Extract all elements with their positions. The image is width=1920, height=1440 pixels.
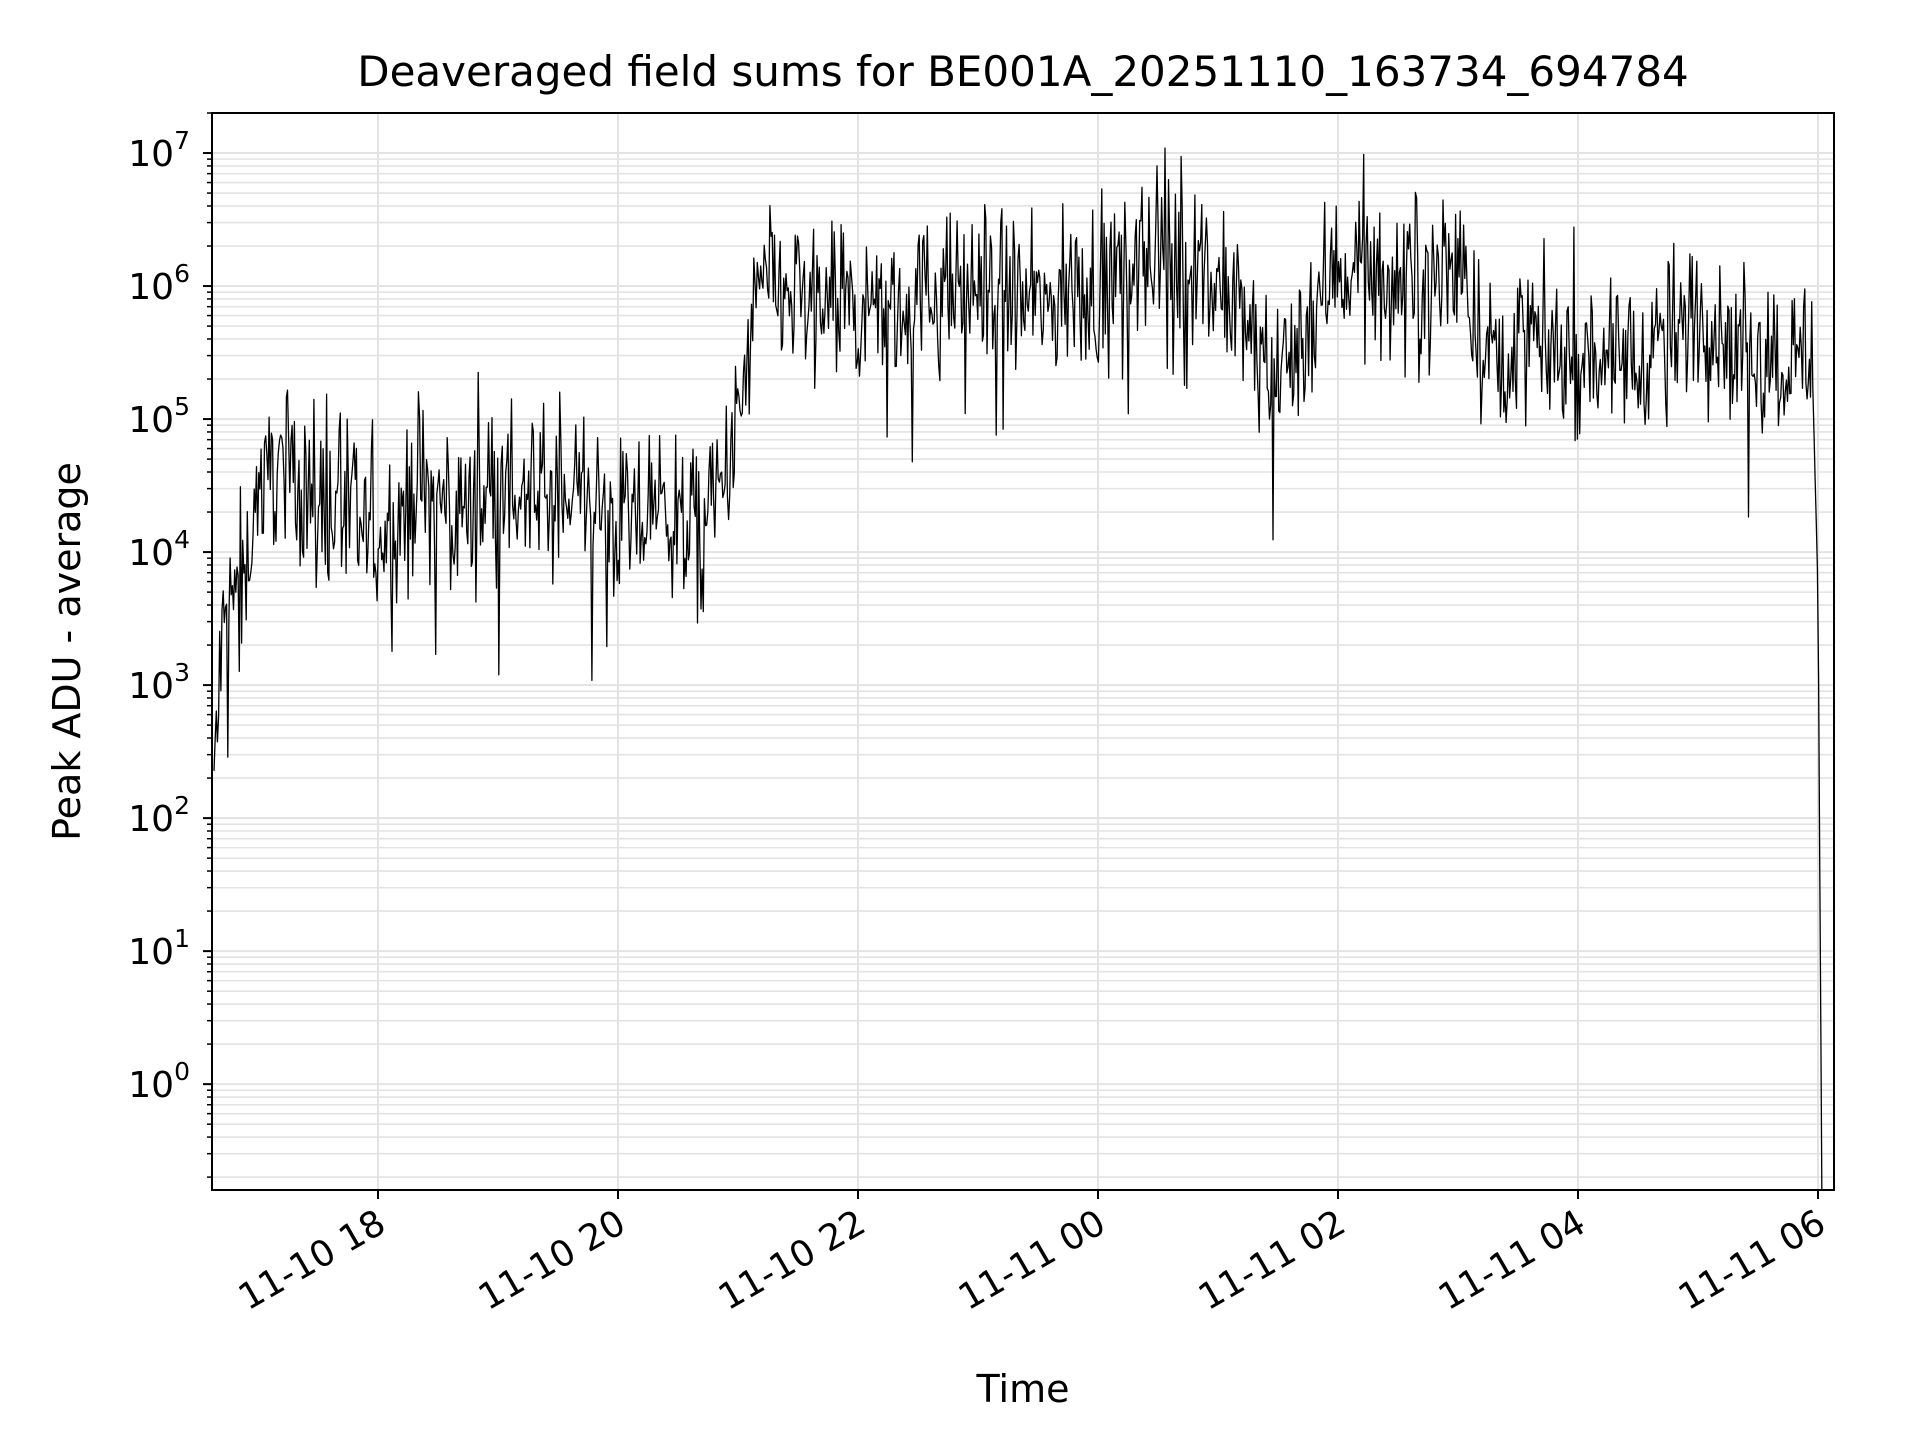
x-axis-label: Time: [976, 1367, 1070, 1411]
y-tick-label: 104: [128, 525, 190, 574]
y-tick-label: 100: [128, 1057, 190, 1106]
y-tick-label: 106: [128, 259, 190, 308]
plot-frame: [211, 112, 1835, 1191]
y-tick-label: 107: [128, 126, 190, 175]
y-tick-label: 101: [128, 924, 190, 973]
grid: [212, 112, 1834, 1190]
series-line: [213, 147, 1823, 1190]
y-tick-label: 103: [128, 658, 190, 707]
y-axis-label: Peak ADU - average: [45, 462, 89, 841]
chart-title: Deaveraged field sums for BE001A_2025111…: [357, 47, 1689, 96]
y-tick-label: 102: [128, 791, 190, 840]
series-layer: [213, 147, 1823, 1190]
y-tick-label: 105: [128, 392, 190, 441]
